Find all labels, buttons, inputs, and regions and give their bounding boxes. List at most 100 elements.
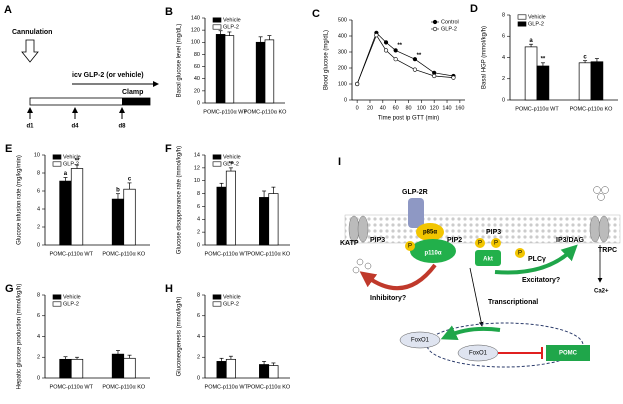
- y-tick-label: 4: [197, 217, 200, 223]
- legend-label: Control: [441, 19, 459, 25]
- y-tick-label: 140: [191, 15, 200, 21]
- legend-swatch: [52, 301, 62, 307]
- bar: [70, 168, 84, 246]
- export-arrow: [440, 325, 501, 340]
- foxo1-label: FoxO1: [411, 338, 430, 344]
- legend-swatch: [212, 24, 222, 30]
- y-tick-label: 500: [338, 17, 347, 23]
- receptor: [408, 198, 424, 228]
- y-tick-label: 100: [338, 81, 347, 87]
- day-label: d8: [118, 124, 126, 130]
- legend-label: GLP-2: [528, 21, 544, 27]
- panel-letter: D: [470, 3, 478, 15]
- bar: [216, 186, 227, 246]
- panel-letter: H: [165, 283, 173, 295]
- x-tick-label: 20: [367, 105, 373, 111]
- akt-label: Akt: [483, 257, 493, 263]
- ion: [352, 266, 360, 274]
- point: [412, 67, 418, 72]
- transcription-arrow: [469, 267, 484, 327]
- x-tick-label: 40: [380, 105, 386, 111]
- bar: [111, 353, 125, 379]
- foxo1: [399, 331, 441, 349]
- bar: [225, 358, 236, 379]
- annotation: **: [541, 56, 546, 62]
- clamp-period: [122, 98, 150, 105]
- pip3-label: PIP3: [486, 229, 501, 236]
- x-tick-label: 140: [442, 105, 451, 111]
- legend-label: Vehicle: [63, 294, 81, 300]
- annotation: **: [417, 53, 422, 59]
- bar: [524, 46, 538, 101]
- y-tick-label: 12: [194, 165, 200, 171]
- y-tick-label: 10: [34, 152, 40, 158]
- y-tick-label: 0: [344, 97, 347, 103]
- bar: [259, 197, 270, 246]
- ion: [356, 258, 364, 266]
- phosphate-label: P: [494, 241, 498, 247]
- phosphate-label: P: [518, 251, 522, 257]
- bar: [536, 65, 550, 101]
- trpc-label: TRPC: [598, 247, 617, 254]
- legend-label: GLP-2: [223, 301, 239, 307]
- p110: [410, 239, 456, 263]
- y-tick-label: 120: [191, 28, 200, 34]
- ion: [597, 193, 605, 201]
- legend-marker: [432, 19, 438, 25]
- phosphate-label: P: [478, 241, 482, 247]
- y-axis-label: Basal glucose level (mg/dL): [177, 24, 183, 98]
- receptor-label: GLP-2R: [402, 189, 428, 196]
- legend-swatch: [52, 154, 62, 160]
- phosphate: [475, 238, 485, 248]
- day-label: d1: [26, 124, 34, 130]
- ion: [593, 186, 601, 194]
- point: [393, 48, 398, 53]
- bar: [255, 41, 266, 104]
- point: [432, 73, 437, 79]
- y-axis-label: Blood glucose (mg/dL): [324, 30, 330, 90]
- x-tick-label: POMC-p110α WT: [50, 384, 94, 390]
- y-tick-label: 0: [197, 375, 200, 381]
- y-tick-label: 2: [197, 230, 200, 236]
- katp-channel: [348, 215, 360, 243]
- katp-channel: [357, 215, 369, 243]
- annotation: c: [128, 176, 132, 182]
- p85: [416, 223, 444, 241]
- pip2-label: PIP2: [447, 237, 462, 244]
- ion: [601, 186, 609, 194]
- pomc-label: POMC: [559, 351, 578, 357]
- x-tick-label: 80: [405, 105, 411, 111]
- x-tick-label: 120: [430, 105, 439, 111]
- legend-swatch: [517, 21, 527, 27]
- x-tick-label: 100: [417, 105, 426, 111]
- y-tick-label: 14: [194, 152, 200, 158]
- treatment-label: icv GLP-2 (or vehicle): [72, 72, 144, 79]
- legend-swatch: [212, 301, 222, 307]
- y-axis-label: Glucose disappearance rate (mmol/kg/h): [177, 146, 183, 254]
- cannulation-label: Cannulation: [12, 29, 52, 36]
- p110-label: p110α: [424, 251, 441, 257]
- bar: [268, 193, 279, 246]
- point: [451, 75, 456, 80]
- x-tick-label: 0: [356, 105, 359, 111]
- point: [374, 33, 379, 38]
- bar: [224, 35, 235, 104]
- y-tick-label: 80: [194, 52, 200, 58]
- annotation: a: [64, 171, 68, 177]
- panel-i: I P P P P GLP-2R KATP PIP3 p85α PIP2 PIP…: [338, 156, 621, 368]
- legend-label: GLP-2: [63, 161, 79, 167]
- annotation: **: [75, 158, 80, 164]
- bar: [264, 39, 275, 104]
- legend-swatch: [212, 294, 222, 300]
- y-tick-label: 60: [194, 64, 200, 70]
- legend-label: GLP-2: [441, 26, 457, 32]
- bar: [259, 364, 270, 379]
- y-tick-label: 8: [197, 191, 200, 197]
- y-tick-label: 6: [37, 313, 40, 319]
- panel-letter: I: [338, 156, 341, 168]
- y-tick-label: 0: [502, 97, 505, 103]
- annotation: c: [583, 54, 587, 60]
- y-tick-label: 8: [37, 292, 40, 298]
- y-tick-label: 6: [197, 313, 200, 319]
- excitatory-arrow: [494, 244, 578, 275]
